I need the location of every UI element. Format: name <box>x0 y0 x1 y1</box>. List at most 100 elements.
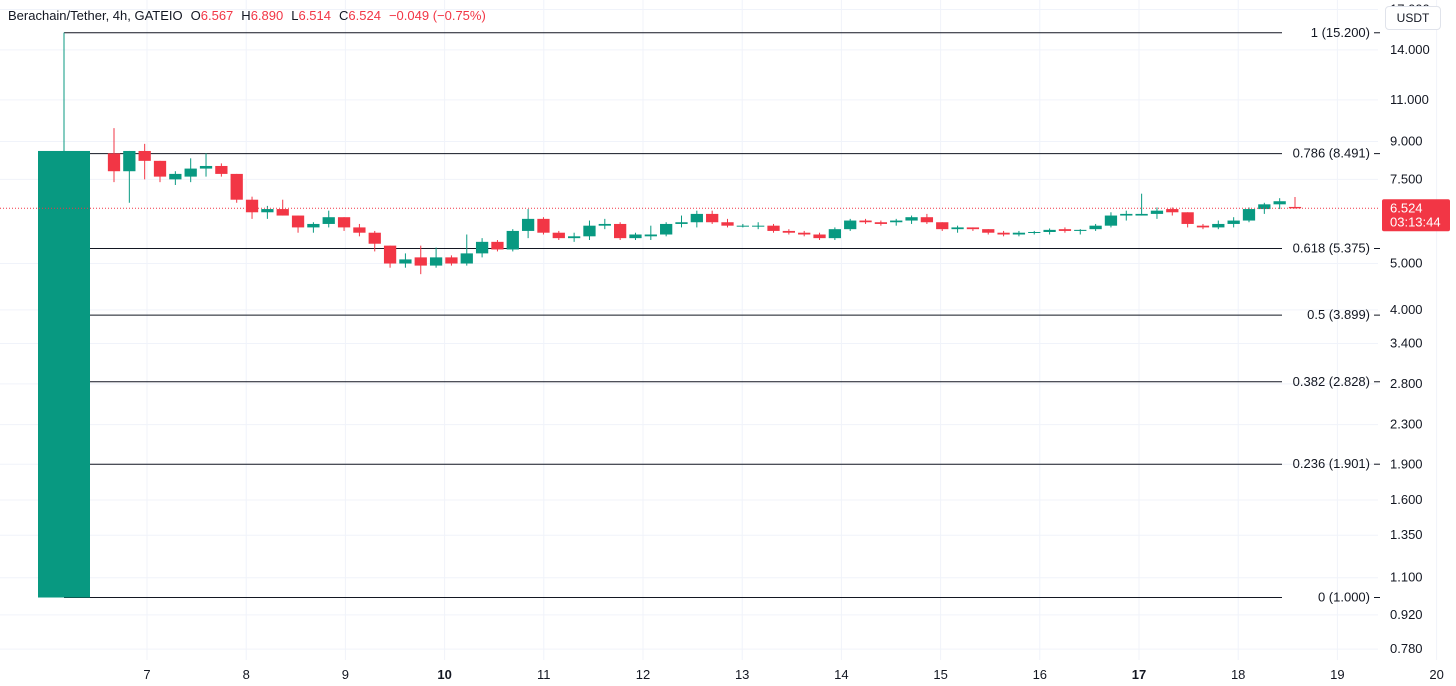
candle-body-up <box>1120 213 1133 216</box>
candle-body-up <box>399 259 412 264</box>
candle-body-down <box>215 165 228 174</box>
candle-body-down <box>859 220 872 223</box>
candle <box>291 215 305 233</box>
candle-body-down <box>138 150 151 161</box>
fib-level-label[interactable]: 0.5 (3.899) <box>1307 307 1370 322</box>
candle <box>813 232 826 240</box>
change-value: −0.049 (−0.75%) <box>388 8 486 23</box>
candle-body-up <box>1150 210 1164 214</box>
x-tick-label[interactable]: 18 <box>1231 667 1245 682</box>
candle-body-down <box>537 218 550 233</box>
candle <box>107 128 121 183</box>
x-tick-label[interactable]: 20 <box>1429 667 1443 682</box>
candle <box>859 218 872 224</box>
time-axis[interactable]: 7 8 9 10 11 12 13 14 15 16 17 18 19 20 <box>143 667 1443 682</box>
candle <box>184 158 197 183</box>
candle-body-down <box>353 227 366 233</box>
price-axis[interactable]: 17.00014.00011.0009.0007.5005.0004.0003.… <box>1390 2 1430 657</box>
candle-body-down <box>1166 209 1179 213</box>
y-tick-label[interactable]: 0.920 <box>1390 607 1423 622</box>
candle <box>890 218 903 226</box>
candle <box>475 238 489 258</box>
x-tick-label[interactable]: 10 <box>437 667 451 682</box>
y-tick-label[interactable]: 9.000 <box>1390 134 1423 149</box>
open-label: O <box>190 8 201 23</box>
candle-body-up <box>1012 232 1026 235</box>
x-tick-label[interactable]: 15 <box>933 667 947 682</box>
price-tag-countdown: 03:13:44 <box>1390 214 1441 229</box>
symbol-legend: Berachain/Tether, 4h, GATEIO O 6.567 H 6.8… <box>8 8 494 23</box>
x-tick-label[interactable]: 9 <box>342 667 349 682</box>
candle-body-down <box>291 215 305 228</box>
candle <box>660 222 673 237</box>
x-tick-label[interactable]: 16 <box>1033 667 1047 682</box>
fib-level-label[interactable]: 1 (15.200) <box>1311 25 1370 40</box>
candle <box>215 163 228 177</box>
candle-body-up <box>521 218 535 231</box>
fibonacci-retracement[interactable]: 1 (15.200) 0.786 (8.491) 0.618 (5.375) 0.5 … <box>63 25 1380 605</box>
candle <box>690 210 703 228</box>
x-tick-label[interactable]: 7 <box>143 667 150 682</box>
y-tick-label[interactable]: 14.000 <box>1390 42 1430 57</box>
candle <box>1258 202 1271 214</box>
candle <box>675 215 688 228</box>
fib-level-label[interactable]: 0.382 (2.828) <box>1293 374 1370 389</box>
x-tick-label[interactable]: 13 <box>735 667 749 682</box>
candle-body-down <box>874 222 888 224</box>
low-value: 6.514 <box>298 8 332 23</box>
candle <box>1212 220 1225 230</box>
y-tick-label[interactable]: 3.400 <box>1390 336 1423 351</box>
y-tick-label[interactable]: 1.600 <box>1390 492 1423 507</box>
candle <box>1074 229 1087 235</box>
candle <box>997 230 1010 237</box>
y-tick-label[interactable]: 4.000 <box>1390 302 1423 317</box>
symbol-title[interactable]: Berachain/Tether, 4h, GATEIO <box>8 8 183 23</box>
candle-body-up <box>460 253 473 264</box>
y-tick-label[interactable]: 2.300 <box>1390 417 1423 432</box>
y-tick-label[interactable]: 0.780 <box>1390 641 1423 656</box>
candle-body-down <box>491 241 504 250</box>
fib-level-label[interactable]: 0 (1.000) <box>1318 590 1370 605</box>
candle <box>368 230 381 252</box>
candle-body-up <box>736 225 749 227</box>
y-tick-label[interactable]: 7.500 <box>1390 171 1423 186</box>
y-tick-label[interactable]: 11.000 <box>1390 92 1429 107</box>
x-tick-label[interactable]: 12 <box>636 667 650 682</box>
candle <box>1150 207 1164 219</box>
candle <box>429 247 443 268</box>
candle-body-down <box>920 217 934 223</box>
candle <box>752 222 765 230</box>
candle <box>169 171 182 185</box>
candle <box>1028 230 1041 235</box>
candle <box>245 196 259 219</box>
candle-body-down <box>1288 206 1302 209</box>
x-tick-label[interactable]: 14 <box>834 667 848 682</box>
candle <box>629 232 642 240</box>
candle <box>460 234 473 266</box>
currency-button[interactable]: USDT <box>1385 6 1441 30</box>
candle <box>1089 223 1102 231</box>
candle <box>123 150 136 203</box>
candle-body-up <box>475 241 489 254</box>
fib-level-label[interactable]: 0.786 (8.491) <box>1293 146 1370 161</box>
y-tick-label[interactable]: 1.900 <box>1390 456 1423 471</box>
candle-body-up <box>1104 215 1118 226</box>
candle-body-down <box>614 223 627 239</box>
y-tick-label[interactable]: 2.800 <box>1390 376 1423 391</box>
x-tick-label[interactable]: 8 <box>243 667 250 682</box>
x-tick-label[interactable]: 17 <box>1132 667 1146 682</box>
y-tick-label[interactable]: 1.100 <box>1390 570 1423 585</box>
candle-body-up <box>1028 231 1041 233</box>
y-tick-label[interactable]: 1.350 <box>1390 527 1423 542</box>
fib-level-label[interactable]: 0.236 (1.901) <box>1293 456 1370 471</box>
y-tick-label[interactable]: 5.000 <box>1390 256 1423 271</box>
fib-level-label[interactable]: 0.618 (5.375) <box>1293 241 1370 256</box>
x-tick-label[interactable]: 11 <box>537 667 551 682</box>
x-tick-label[interactable]: 19 <box>1330 667 1344 682</box>
candle-body-up <box>123 150 136 172</box>
candle-body-down <box>706 213 719 223</box>
candlestick-series <box>38 32 1302 598</box>
candle-body-up <box>951 227 964 230</box>
